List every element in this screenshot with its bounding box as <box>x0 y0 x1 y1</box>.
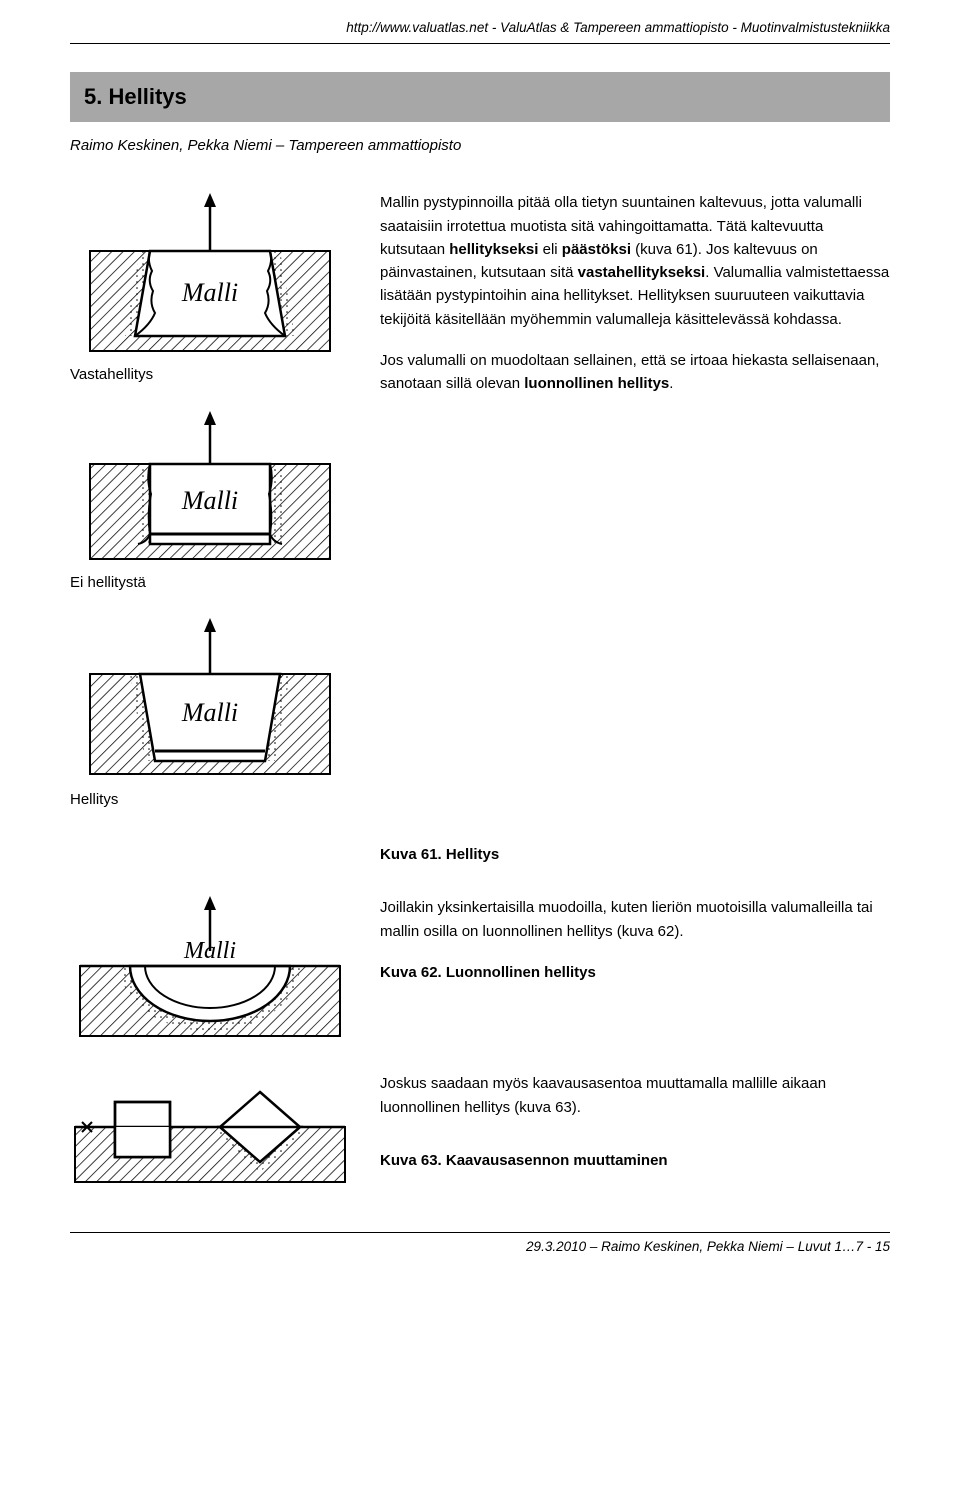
text-column-2: Joillakin yksinkertaisilla muodoilla, ku… <box>380 896 890 1046</box>
paragraph-1: Mallin pystypinnoilla pitää olla tietyn … <box>380 191 890 331</box>
page-header: http://www.valuatlas.net - ValuAtlas & T… <box>70 18 890 44</box>
figure-luonnollinen: Malli <box>70 896 350 1046</box>
figure-hellitys: Malli Hellitys <box>70 616 350 825</box>
malli-label: Malli <box>181 278 238 307</box>
page-footer: 29.3.2010 – Raimo Keskinen, Pekka Niemi … <box>70 1232 890 1258</box>
svg-text:Malli: Malli <box>181 698 238 727</box>
figure-label-hellitys: Hellitys <box>70 788 350 811</box>
paragraph-2: Jos valumalli on muodoltaan sellainen, e… <box>380 349 890 396</box>
text-column-3: Joskus saadaan myös kaavausasentoa muutt… <box>380 1072 890 1192</box>
section-heading: 5. Hellitys <box>70 72 890 122</box>
p2b: luonnollinen hellitys <box>524 375 669 392</box>
figure-label-vastahellitys: Vastahellitys <box>70 363 350 386</box>
figure-ei-hellitysta: Malli Ei hellitystä <box>70 409 350 608</box>
p2c: . <box>669 375 673 392</box>
p1d: päästöksi <box>562 241 631 258</box>
authors-line: Raimo Keskinen, Pekka Niemi – Tampereen … <box>70 134 890 157</box>
svg-text:Malli: Malli <box>181 486 238 515</box>
p1f: vastahellitykseksi <box>578 264 706 281</box>
paragraph-4: Joskus saadaan myös kaavausasentoa muutt… <box>380 1072 890 1119</box>
caption-63: Kuva 63. Kaavausasennon muuttaminen <box>380 1149 890 1172</box>
text-column-1: Mallin pystypinnoilla pitää olla tietyn … <box>380 191 890 825</box>
p1c: eli <box>538 241 561 258</box>
figure-label-ei: Ei hellitystä <box>70 571 350 594</box>
figure-column-3 <box>70 1072 350 1192</box>
figure-kaavausasento <box>70 1072 350 1192</box>
caption-62: Kuva 62. Luonnollinen hellitys <box>380 961 890 984</box>
caption-61: Kuva 61. Hellitys <box>380 843 890 866</box>
section-title: Hellitys <box>108 84 186 109</box>
figure-vastahellitys: Malli Vastahellitys <box>70 191 350 400</box>
p1b: hellitykseksi <box>449 241 538 258</box>
figure-column-2: Malli <box>70 896 350 1046</box>
figure-column-1: Malli Vastahellitys <box>70 191 350 825</box>
section-number: 5. <box>84 84 102 109</box>
svg-text:Malli: Malli <box>183 938 236 964</box>
paragraph-3: Joillakin yksinkertaisilla muodoilla, ku… <box>380 896 890 943</box>
